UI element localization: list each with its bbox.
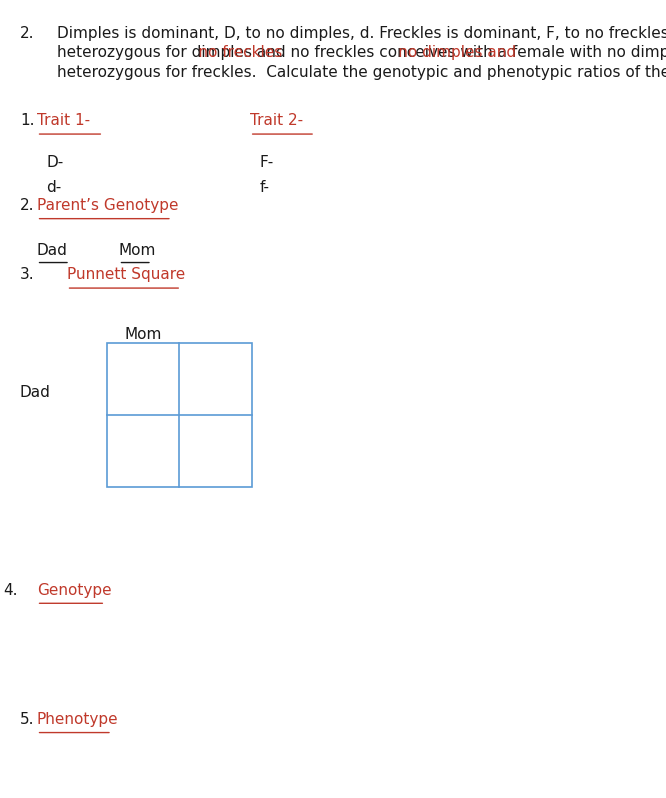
Text: F-: F- [260,155,274,170]
Text: 1.: 1. [20,113,35,128]
Text: no freckles: no freckles [57,45,282,61]
Text: Dad: Dad [20,385,51,400]
Text: no dimples and: no dimples and [57,45,515,61]
Text: 4.: 4. [3,583,18,598]
Bar [107,343,252,487]
Text: Dimples is dominant, D, to no dimples, d. Freckles is dominant, F, to no freckle: Dimples is dominant, D, to no dimples, d… [57,26,666,41]
Text: heterozygous for freckles.  Calculate the genotypic and phenotypic ratios of the: heterozygous for freckles. Calculate the… [57,65,666,81]
Text: heterozygous for dimples and no freckles conceives with a female with no dimples: heterozygous for dimples and no freckles… [57,45,666,61]
Text: Dad: Dad [37,243,67,259]
Text: 2.: 2. [20,198,35,213]
Text: Mom: Mom [125,327,162,342]
Text: Trait 1-: Trait 1- [37,113,90,128]
Text: D-: D- [47,155,64,170]
Text: Genotype: Genotype [37,583,111,598]
Text: Mom: Mom [119,243,156,259]
Text: f-: f- [260,180,270,195]
Text: Parent’s Genotype: Parent’s Genotype [37,198,178,213]
Text: Punnett Square: Punnett Square [67,267,185,282]
Text: 3.: 3. [20,267,35,282]
Text: Phenotype: Phenotype [37,712,119,727]
Text: d-: d- [47,180,62,195]
Text: Trait 2-: Trait 2- [250,113,303,128]
Text: 5.: 5. [20,712,35,727]
Text: 2.: 2. [20,26,35,41]
